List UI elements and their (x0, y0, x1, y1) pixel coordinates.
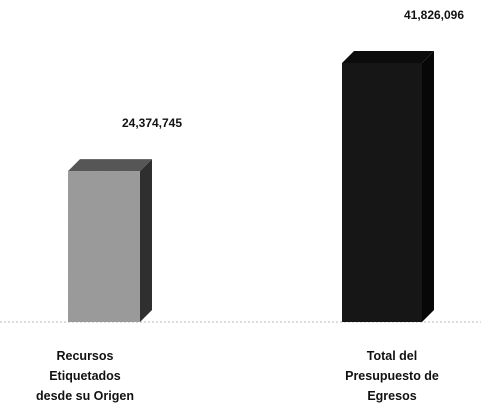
bar-side (422, 51, 434, 322)
value-label: 24,374,745 (122, 116, 182, 130)
value-label: 41,826,096 (404, 8, 464, 22)
bar-front (68, 171, 140, 322)
category-label: Recursos Etiquetados desde su Origen (36, 349, 134, 403)
bar-top (342, 51, 434, 63)
bar-top (68, 159, 152, 172)
category-label: Total del Presupuesto de Egresos (345, 349, 439, 403)
bar-side (140, 159, 152, 322)
bar (342, 51, 434, 322)
bar (68, 159, 152, 322)
bar-front (342, 63, 422, 322)
